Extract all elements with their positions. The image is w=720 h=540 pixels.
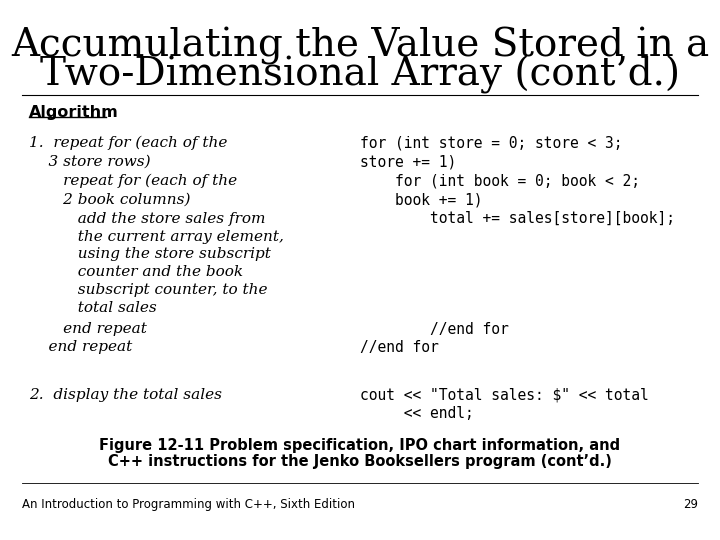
Text: the current array element,: the current array element,	[29, 230, 284, 244]
Text: total sales: total sales	[29, 301, 156, 315]
Text: 29: 29	[683, 498, 698, 511]
Text: repeat for (each of the: repeat for (each of the	[29, 174, 237, 188]
Text: //end for: //end for	[360, 322, 509, 337]
Text: end repeat: end repeat	[29, 322, 147, 336]
Text: << endl;: << endl;	[360, 406, 474, 421]
Text: for (int store = 0; store < 3;: for (int store = 0; store < 3;	[360, 136, 623, 151]
Text: C++ instructions for the Jenko Booksellers program (cont’d.): C++ instructions for the Jenko Bookselle…	[108, 454, 612, 469]
Text: 3 store rows): 3 store rows)	[29, 155, 150, 169]
Text: Figure 12-11 Problem specification, IPO chart information, and: Figure 12-11 Problem specification, IPO …	[99, 438, 621, 453]
Text: subscript counter, to the: subscript counter, to the	[29, 283, 267, 297]
Text: Accumulating the Value Stored in a: Accumulating the Value Stored in a	[11, 27, 709, 65]
Text: 2.  display the total sales: 2. display the total sales	[29, 388, 222, 402]
Text: using the store subscript: using the store subscript	[29, 247, 271, 261]
Text: An Introduction to Programming with C++, Sixth Edition: An Introduction to Programming with C++,…	[22, 498, 355, 511]
Text: 2 book columns): 2 book columns)	[29, 193, 190, 207]
Text: total += sales[store][book];: total += sales[store][book];	[360, 211, 675, 226]
Text: book += 1): book += 1)	[360, 192, 482, 207]
Text: store += 1): store += 1)	[360, 154, 456, 170]
Text: add the store sales from: add the store sales from	[29, 212, 265, 226]
Text: cout << "Total sales: $" << total: cout << "Total sales: $" << total	[360, 388, 649, 403]
Text: end repeat: end repeat	[29, 340, 132, 354]
Text: Algorithm: Algorithm	[29, 105, 119, 120]
Text: counter and the book: counter and the book	[29, 265, 243, 279]
Text: for (int book = 0; book < 2;: for (int book = 0; book < 2;	[360, 173, 640, 188]
Text: //end for: //end for	[360, 340, 438, 355]
Text: Two-Dimensional Array (cont’d.): Two-Dimensional Array (cont’d.)	[40, 55, 680, 94]
Text: 1.  repeat for (each of the: 1. repeat for (each of the	[29, 136, 228, 150]
